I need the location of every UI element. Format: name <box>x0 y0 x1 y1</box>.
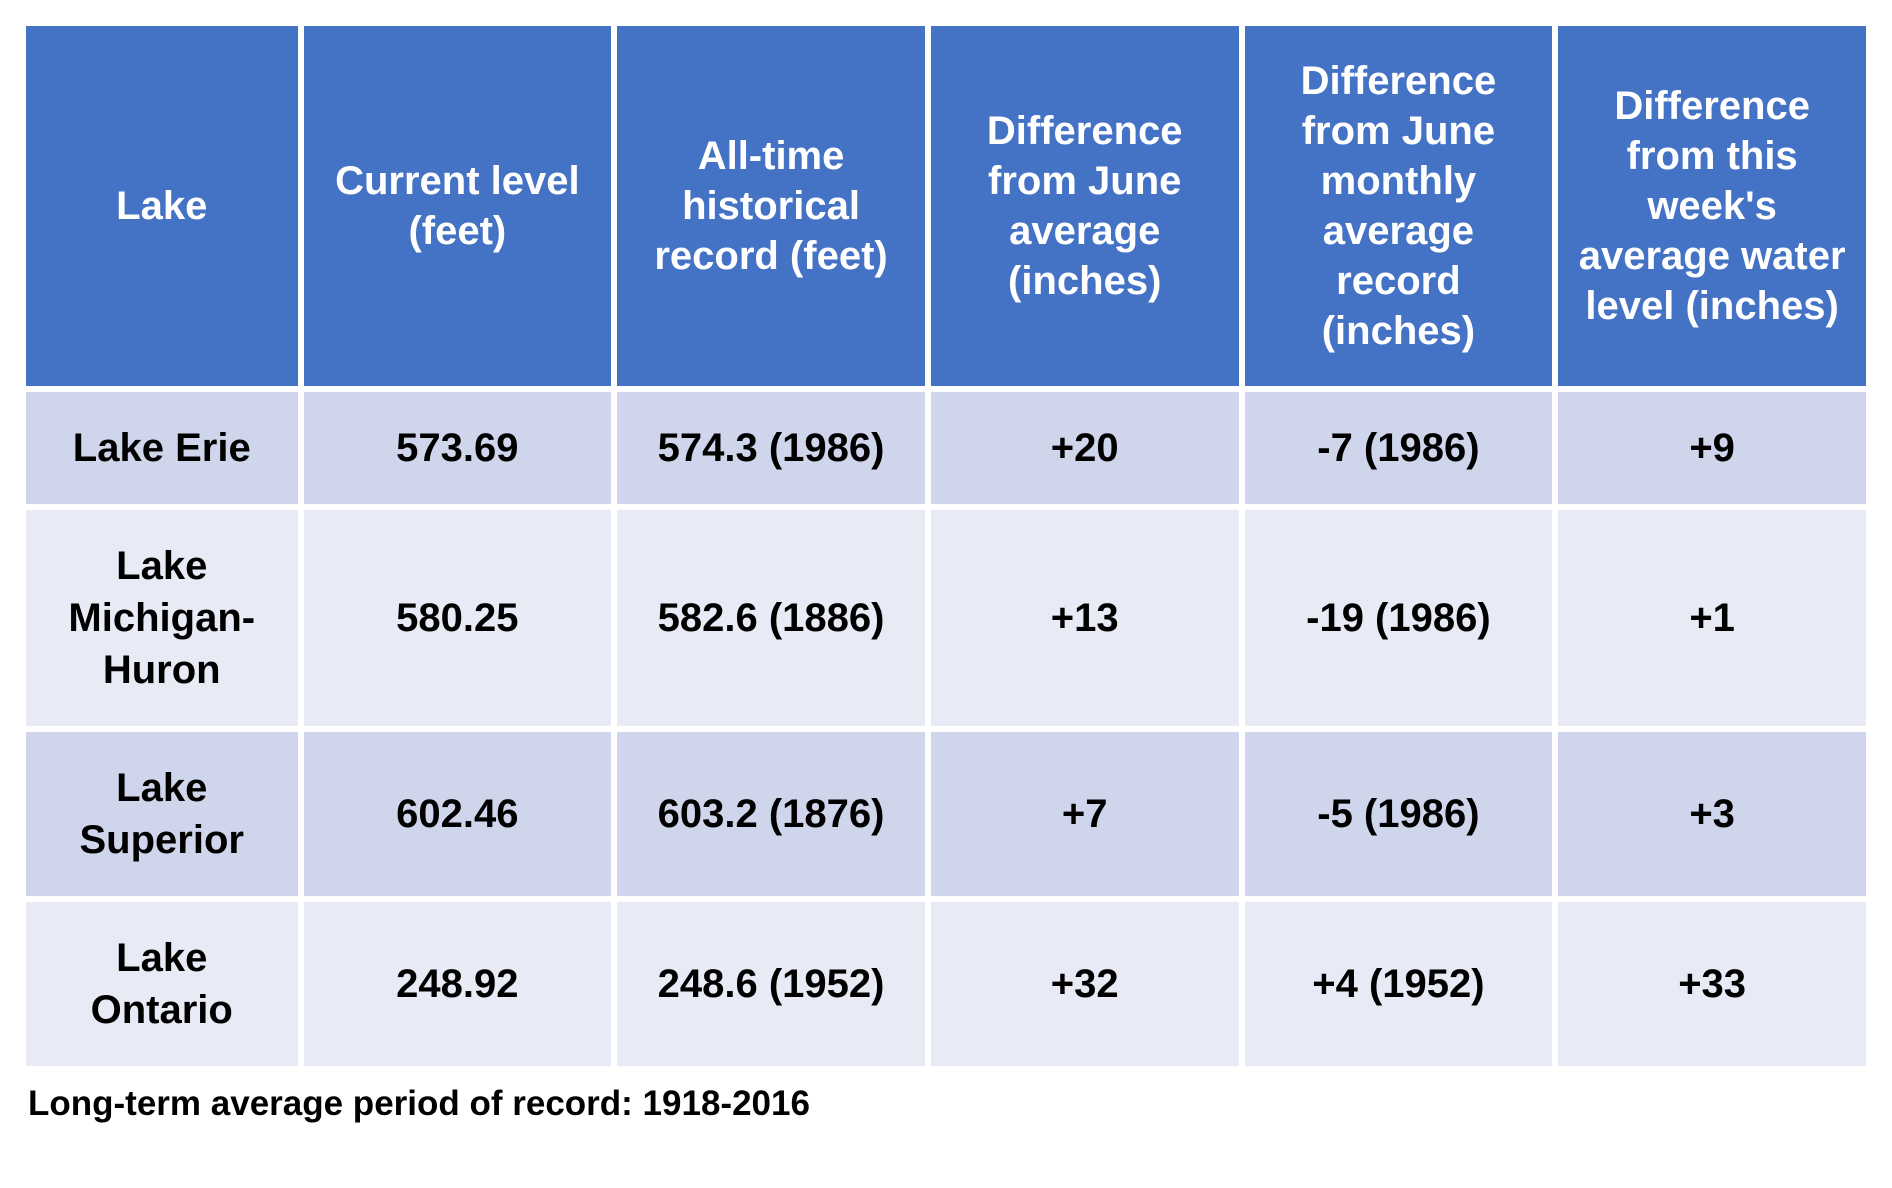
lake-levels-table-container: Lake Current level (feet) All-time histo… <box>20 20 1872 1124</box>
cell-diff-week-avg: +1 <box>1558 510 1866 726</box>
table-header-row: Lake Current level (feet) All-time histo… <box>26 26 1866 386</box>
cell-current-level: 248.92 <box>304 902 612 1066</box>
cell-current-level: 580.25 <box>304 510 612 726</box>
footnote-text: Long-term average period of record: 1918… <box>20 1084 1872 1124</box>
cell-alltime-record: 603.2 (1876) <box>617 732 925 896</box>
cell-diff-week-avg: +3 <box>1558 732 1866 896</box>
col-header-diff-june-record: Difference from June monthly average rec… <box>1245 26 1553 386</box>
cell-diff-june-record: -19 (1986) <box>1245 510 1553 726</box>
lake-levels-table: Lake Current level (feet) All-time histo… <box>20 20 1872 1072</box>
cell-lake-name: Lake Ontario <box>26 902 298 1066</box>
cell-alltime-record: 582.6 (1886) <box>617 510 925 726</box>
cell-diff-june-avg: +7 <box>931 732 1239 896</box>
table-row: Lake Michigan-Huron 580.25 582.6 (1886) … <box>26 510 1866 726</box>
col-header-lake: Lake <box>26 26 298 386</box>
cell-diff-june-avg: +20 <box>931 392 1239 504</box>
table-row: Lake Erie 573.69 574.3 (1986) +20 -7 (19… <box>26 392 1866 504</box>
cell-alltime-record: 574.3 (1986) <box>617 392 925 504</box>
col-header-diff-june-avg: Difference from June average (inches) <box>931 26 1239 386</box>
cell-diff-june-record: -5 (1986) <box>1245 732 1553 896</box>
cell-current-level: 602.46 <box>304 732 612 896</box>
cell-diff-june-avg: +32 <box>931 902 1239 1066</box>
col-header-current-level: Current level (feet) <box>304 26 612 386</box>
cell-current-level: 573.69 <box>304 392 612 504</box>
cell-lake-name: Lake Superior <box>26 732 298 896</box>
cell-alltime-record: 248.6 (1952) <box>617 902 925 1066</box>
cell-diff-june-record: -7 (1986) <box>1245 392 1553 504</box>
table-row: Lake Superior 602.46 603.2 (1876) +7 -5 … <box>26 732 1866 896</box>
table-row: Lake Ontario 248.92 248.6 (1952) +32 +4 … <box>26 902 1866 1066</box>
cell-lake-name: Lake Erie <box>26 392 298 504</box>
cell-diff-week-avg: +33 <box>1558 902 1866 1066</box>
cell-diff-june-record: +4 (1952) <box>1245 902 1553 1066</box>
col-header-alltime-record: All-time historical record (feet) <box>617 26 925 386</box>
cell-diff-june-avg: +13 <box>931 510 1239 726</box>
cell-lake-name: Lake Michigan-Huron <box>26 510 298 726</box>
cell-diff-week-avg: +9 <box>1558 392 1866 504</box>
col-header-diff-week-avg: Difference from this week's average wate… <box>1558 26 1866 386</box>
